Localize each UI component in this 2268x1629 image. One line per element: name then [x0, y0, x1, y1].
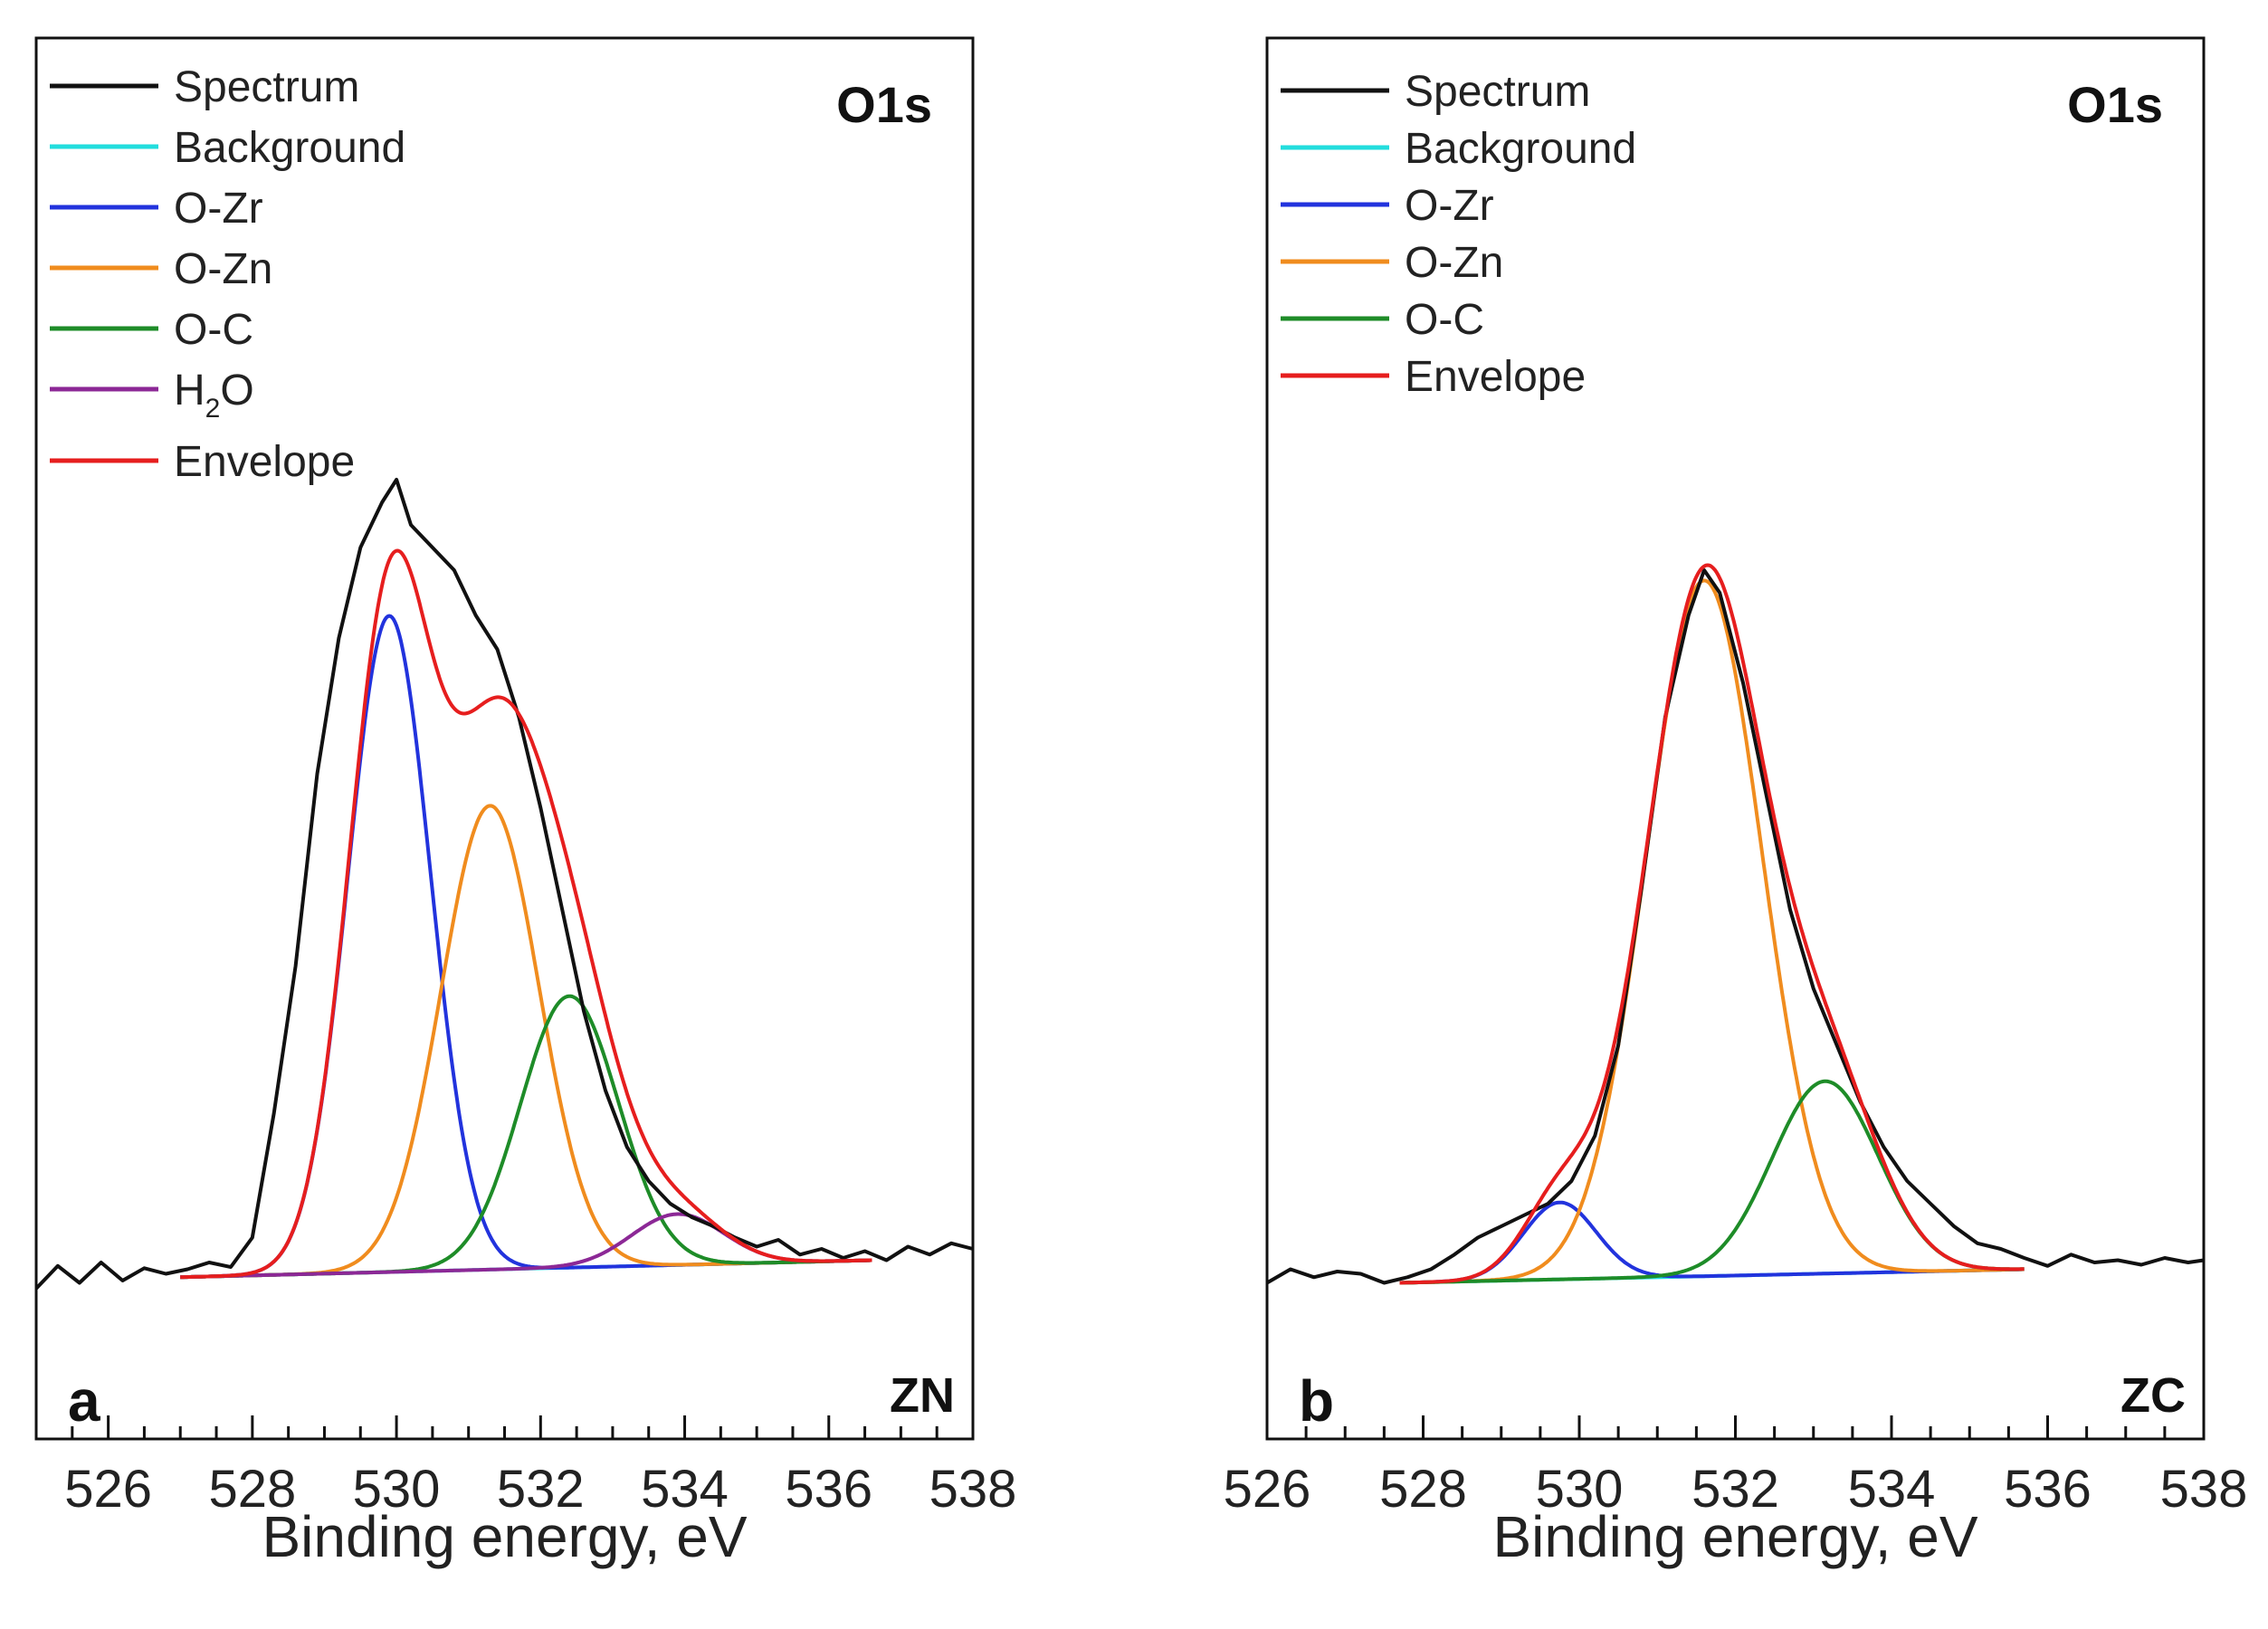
legend-label: O-Zr [1405, 182, 1494, 230]
legend-label: Envelope [174, 438, 355, 486]
sample-label: ZN [890, 1368, 955, 1423]
legend-label: Background [1405, 125, 1636, 173]
legend-label: O-Zr [174, 185, 263, 233]
legend-label: O-Zn [1405, 239, 1503, 287]
x-tick-label: 526 [64, 1460, 152, 1519]
legend-label: O-Zn [174, 245, 272, 293]
envelope-line [180, 548, 872, 1280]
component-o-zr [180, 614, 872, 1280]
legend-label: O-C [174, 306, 253, 354]
legend-label: Spectrum [174, 63, 359, 111]
x-tick-label: 532 [1691, 1460, 1779, 1519]
panel-b: 526 528 530 532 534 536 538 Binding energy, eV O… [1224, 36, 2248, 1569]
legend-label: O-C [1405, 296, 1484, 344]
spectrum-title: O1s [836, 76, 932, 133]
x-tick-label: 536 [785, 1460, 872, 1519]
panel-letter: b [1299, 1368, 1334, 1434]
legend: Spectrum Background O-Zr O-Zn O-C Envelope [1281, 68, 1636, 401]
x-tick-label: 530 [1536, 1460, 1624, 1519]
envelope-line [1399, 563, 2025, 1285]
x-tick-label: 538 [2160, 1460, 2248, 1519]
x-tick-label: 538 [929, 1460, 1017, 1519]
panel-a: 526 528 530 532 534 536 538 Binding energy, eV O… [34, 36, 1017, 1569]
x-tick-label: 534 [1848, 1460, 1936, 1519]
panel-letter: a [68, 1368, 100, 1434]
x-tick-label: 528 [1379, 1460, 1467, 1519]
component-o-c [1399, 1079, 2025, 1285]
spectrum-line [1265, 568, 2205, 1285]
legend: Spectrum Background O-Zr O-Zn O-C H2O Envelope [50, 63, 405, 486]
legend-label: H2O [174, 367, 254, 424]
spectrum-title: O1s [2067, 76, 2163, 133]
x-tick-label: 528 [208, 1460, 296, 1519]
x-tick-label: 536 [2004, 1460, 2092, 1519]
x-axis-label: Binding energy, eV [262, 1504, 747, 1569]
legend-label: Envelope [1405, 353, 1586, 401]
legend-label: Background [174, 124, 405, 172]
legend-label: Spectrum [1405, 68, 1590, 116]
x-axis-label: Binding energy, eV [1492, 1504, 1977, 1569]
x-tick-label: 532 [497, 1460, 585, 1519]
spectrum-line [34, 478, 974, 1291]
component-o-zn [1399, 578, 2025, 1285]
x-tick-label: 526 [1224, 1460, 1311, 1519]
x-tick-label: 534 [641, 1460, 729, 1519]
sample-label: ZC [2120, 1368, 2186, 1423]
x-tick-label: 530 [353, 1460, 441, 1519]
